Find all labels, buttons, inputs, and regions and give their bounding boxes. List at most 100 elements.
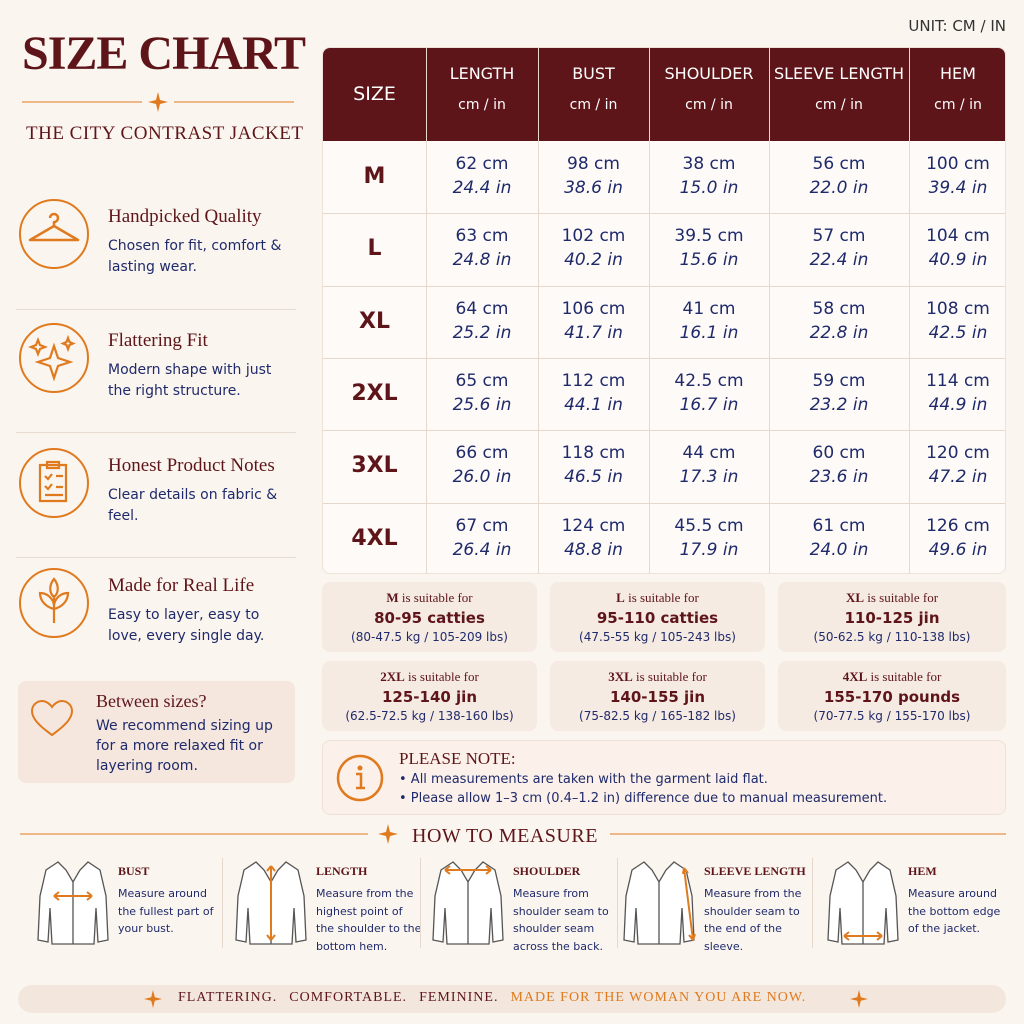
feature: Honest Product Notes Clear details on fab… xyxy=(16,445,296,558)
fit-range: (80-47.5 kg / 105-209 lbs) xyxy=(351,630,508,644)
cell-in: 49.6 in xyxy=(928,539,988,560)
cell-cm: 65 cm xyxy=(455,370,509,391)
measure-name: LENGTH xyxy=(316,864,368,878)
separator xyxy=(16,557,296,558)
feature-title: Flattering Fit xyxy=(108,330,208,351)
measure-separator xyxy=(222,858,223,948)
size-label: M xyxy=(363,164,386,189)
column-unit: cm / in xyxy=(685,97,733,113)
row-divider xyxy=(323,213,1005,215)
jacket-figure xyxy=(622,856,698,948)
feature-icon xyxy=(16,565,92,641)
column-name: LENGTH xyxy=(449,64,515,83)
separator xyxy=(16,432,296,433)
cell-in: 42.5 in xyxy=(928,322,988,343)
fit-box: 2XL is suitable for 125-140 jin (62.5-72.5… xyxy=(322,661,537,731)
cell-cm: 126 cm xyxy=(926,515,990,536)
fit-text: is suitable for xyxy=(636,669,707,684)
column-unit: cm / in xyxy=(458,97,506,113)
fit-size: M xyxy=(386,590,399,605)
fit-label: M is suitable for xyxy=(322,590,537,606)
cell-in: 40.2 in xyxy=(564,250,623,271)
separator xyxy=(16,309,296,310)
fit-label: XL is suitable for xyxy=(778,590,1006,606)
column-unit: cm / in xyxy=(934,97,982,113)
jacket-figure xyxy=(431,856,507,948)
footer-highlight: MADE FOR THE WOMAN YOU ARE NOW. xyxy=(510,990,807,1005)
table-header: SIZE LENGTH cm / in BUST cm / in SHOULDER cm /… xyxy=(323,48,1005,141)
fit-weight: 95-110 catties xyxy=(596,609,719,627)
cell-in: 46.5 in xyxy=(564,467,623,488)
fit-range: (75-82.5 kg / 165-182 lbs) xyxy=(579,709,736,723)
size-label: 4XL xyxy=(351,525,398,551)
feature-icon xyxy=(16,320,92,396)
footer-word: FLATTERING. xyxy=(178,990,278,1005)
between-text: We recommend sizing up for a more relaxe… xyxy=(96,718,273,774)
fit-label: 4XL is suitable for xyxy=(778,669,1006,685)
cell-cm: 58 cm xyxy=(812,298,866,319)
cell-in: 22.0 in xyxy=(809,178,869,198)
cell-in: 48.8 in xyxy=(564,539,623,560)
feature-text: Modern shape with just the right structu… xyxy=(108,362,272,399)
column-name: HEM xyxy=(940,64,976,83)
fit-size: L xyxy=(616,590,625,605)
column-name: BUST xyxy=(572,64,615,83)
measure-text: Measure from shoulder seam to shoulder s… xyxy=(513,887,609,953)
fit-text: is suitable for xyxy=(867,590,939,605)
fit-range: (62.5-72.5 kg / 138-160 lbs) xyxy=(345,709,514,723)
measure-item: HEM Measure around the bottom edge of the… xyxy=(820,852,1016,952)
feature-text: Chosen for fit, comfort & lasting wear. xyxy=(108,238,282,275)
feature-icon xyxy=(16,445,92,521)
between-box: Between sizes? We recommend sizing up for… xyxy=(18,681,295,783)
fit-label: L is suitable for xyxy=(550,590,765,606)
fit-box: L is suitable for 95-110 catties (47.5-55 … xyxy=(550,582,765,652)
footer-star xyxy=(850,990,868,1008)
size-table: SIZE LENGTH cm / in BUST cm / in SHOULDER cm /… xyxy=(322,47,1006,574)
measure-item: SLEEVE LENGTH Measure from the shoulder s… xyxy=(616,852,813,953)
footer-bar: FLATTERING. COMFORTABLE. FEMININE. MADE FOR… xyxy=(18,985,1006,1013)
fit-text: is suitable for xyxy=(628,590,699,605)
measure-title: HOW TO MEASURE xyxy=(412,825,598,847)
cell-cm: 38 cm xyxy=(682,154,736,174)
cell-in: 47.2 in xyxy=(928,467,988,488)
cell-in: 22.8 in xyxy=(809,322,869,343)
fit-weight: 80-95 catties xyxy=(374,609,485,627)
unit-label: UNIT: CM / IN xyxy=(908,17,1006,35)
feature-text: Clear details on fabric & feel. xyxy=(108,487,278,524)
footer-word: FEMININE. xyxy=(419,990,499,1005)
size-label: 2XL xyxy=(351,380,398,406)
measure-separator xyxy=(617,858,618,948)
column-divider xyxy=(538,48,539,573)
measure-item: LENGTH Measure from the highest point of … xyxy=(228,852,424,953)
cell-in: 16.7 in xyxy=(679,394,739,415)
cell-cm: 57 cm xyxy=(812,226,866,247)
fit-range: (50-62.5 kg / 110-138 lbs) xyxy=(813,630,971,644)
heart-icon xyxy=(30,699,74,739)
cell-in: 17.3 in xyxy=(679,467,739,488)
cell-in: 24.8 in xyxy=(452,250,512,271)
cell-in: 23.6 in xyxy=(809,467,869,488)
jacket-figure xyxy=(234,856,310,948)
cell-in: 26.4 in xyxy=(452,539,512,560)
fit-text: is suitable for xyxy=(401,590,473,605)
column-name: SHOULDER xyxy=(664,64,754,83)
cell-cm: 112 cm xyxy=(561,370,626,391)
column-unit: cm / in xyxy=(569,97,618,113)
cell-cm: 44 cm xyxy=(682,443,736,464)
cell-in: 23.2 in xyxy=(809,394,869,415)
fit-box: 3XL is suitable for 140-155 jin (75-82.5 k… xyxy=(550,661,765,731)
cell-in: 44.1 in xyxy=(564,394,623,415)
cell-cm: 66 cm xyxy=(455,443,509,464)
note-item: • All measurements are taken with the ga… xyxy=(399,772,768,787)
cell-in: 24.0 in xyxy=(809,539,869,560)
cell-cm: 108 cm xyxy=(926,298,990,319)
fit-size: 3XL xyxy=(608,669,633,684)
cell-cm: 118 cm xyxy=(561,443,626,464)
fit-box: M is suitable for 80-95 catties (80-47.5 k… xyxy=(322,582,537,652)
cell-cm: 60 cm xyxy=(812,443,866,464)
footer-star xyxy=(144,990,162,1008)
column-divider xyxy=(426,48,427,573)
cell-in: 25.2 in xyxy=(452,322,512,343)
note-box: PLEASE NOTE: • All measurements are taken… xyxy=(322,740,1006,815)
